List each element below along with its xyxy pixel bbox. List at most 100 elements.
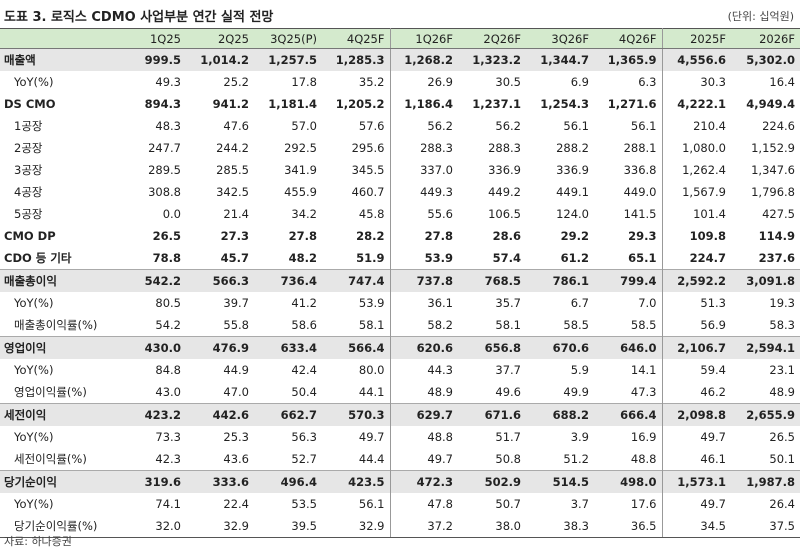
cell: 55.8 — [223, 318, 249, 332]
cell: 1,268.2 — [390, 48, 458, 71]
row-label: 5공장 — [14, 207, 43, 221]
cell: 336.9 — [488, 163, 521, 177]
cell: 292.5 — [284, 141, 317, 155]
cell: 671.6 — [458, 403, 526, 426]
cell: 47.3 — [594, 381, 663, 404]
table-row: CDO 등 기타 78.8 45.7 48.2 51.9 53.9 57.4 61.2 65.1… — [0, 247, 800, 270]
table-row: CMO DP 26.5 27.3 27.8 28.2 27.8 28.6 29.2 29.3 10… — [0, 225, 800, 247]
cell: 285.5 — [216, 163, 249, 177]
cell: 56.9 — [700, 318, 726, 332]
cell: 476.9 — [186, 336, 254, 359]
column-header: 4Q25F — [322, 28, 391, 49]
cell: 32.9 — [186, 515, 254, 538]
row-label: 영업이익 — [0, 336, 118, 359]
cell: 42.3 — [155, 452, 181, 466]
cell: 1,257.5 — [254, 48, 322, 71]
cell: 319.6 — [118, 470, 186, 493]
cell: 37.7 — [495, 363, 521, 377]
cell: 23.1 — [769, 363, 795, 377]
cell: 4,222.1 — [677, 97, 726, 111]
cell: 26.5 — [152, 229, 181, 243]
cell: 656.8 — [458, 336, 526, 359]
row-label: YoY(%) — [14, 497, 54, 511]
cell: 46.2 — [700, 385, 726, 399]
cell: 28.6 — [492, 229, 521, 243]
cell: 14.1 — [594, 359, 663, 381]
cell: 57.4 — [492, 251, 521, 265]
cell: 1,152.9 — [751, 141, 795, 155]
cell: 41.2 — [291, 296, 317, 310]
cell: 1,285.3 — [322, 48, 391, 71]
cell: 498.0 — [594, 470, 663, 493]
cell: 29.2 — [560, 229, 589, 243]
cell: 25.2 — [223, 75, 249, 89]
cell: 449.2 — [488, 185, 521, 199]
cell: 65.1 — [594, 247, 663, 270]
cell: 662.7 — [254, 403, 322, 426]
cell: 50.4 — [291, 385, 317, 399]
cell: 460.7 — [322, 181, 391, 203]
cell: 36.1 — [427, 296, 453, 310]
source: 자료: 하나증권 — [4, 535, 72, 548]
cell: 39.5 — [254, 515, 322, 538]
cell: 666.4 — [594, 403, 663, 426]
cell: 514.5 — [526, 470, 594, 493]
cell: 442.6 — [186, 403, 254, 426]
cell: 1,080.0 — [682, 141, 726, 155]
cell: 56.1 — [563, 119, 589, 133]
row-label: CDO 등 기타 — [4, 251, 72, 265]
cell: 737.8 — [390, 269, 458, 292]
cell: 49.7 — [700, 430, 726, 444]
cell: 50.7 — [495, 497, 521, 511]
column-header: 3Q26F — [526, 28, 594, 49]
cell: 38.3 — [526, 515, 594, 538]
cell: 58.5 — [594, 314, 663, 337]
cell: 1,365.9 — [594, 48, 663, 71]
cell: 566.4 — [322, 336, 391, 359]
cell: 51.9 — [322, 247, 391, 270]
cell: 47.8 — [427, 497, 453, 511]
cell: 47.0 — [223, 385, 249, 399]
cell: 51.2 — [563, 452, 589, 466]
table-row: 매출액 999.5 1,014.2 1,257.5 1,285.3 1,268.2 1,32… — [0, 48, 800, 71]
column-header: 2Q26F — [458, 28, 526, 49]
table-row: YoY(%) 84.8 44.9 42.4 80.0 44.3 37.7 5.9 14.1 59.… — [0, 359, 800, 381]
cell: 17.6 — [594, 493, 663, 515]
table-row: 세전이익 423.2 442.6 662.7 570.3 629.7 671.6 688.2 6… — [0, 403, 800, 426]
cell: 288.3 — [420, 141, 453, 155]
cell: 0.0 — [162, 207, 181, 221]
cell: 53.9 — [322, 292, 391, 314]
cell: 288.3 — [488, 141, 521, 155]
table-row: YoY(%) 49.3 25.2 17.8 35.2 26.9 30.5 6.9 6.3 30.3… — [0, 71, 800, 93]
column-header: 3Q25(P) — [254, 28, 322, 49]
cell: 30.5 — [495, 75, 521, 89]
cell: 101.4 — [693, 207, 726, 221]
cell: 2,592.2 — [662, 269, 731, 292]
cell: 52.7 — [291, 452, 317, 466]
cell: 17.8 — [291, 75, 317, 89]
cell: 1,344.7 — [526, 48, 594, 71]
cell: 27.8 — [288, 229, 317, 243]
cell: 342.5 — [216, 185, 249, 199]
cell: 51.7 — [495, 430, 521, 444]
cell: 1,014.2 — [186, 48, 254, 71]
cell: 80.0 — [322, 359, 391, 381]
cell: 56.3 — [291, 430, 317, 444]
cell: 210.4 — [693, 119, 726, 133]
cell: 141.5 — [594, 203, 663, 225]
cell: 58.1 — [495, 318, 521, 332]
cell: 124.0 — [556, 207, 589, 221]
cell: 44.1 — [322, 381, 391, 404]
cell: 3,091.8 — [731, 269, 800, 292]
cell: 19.3 — [769, 296, 795, 310]
cell: 633.4 — [254, 336, 322, 359]
table-row: 1공장 48.3 47.6 57.0 57.6 56.2 56.2 56.1 56.1 210.4… — [0, 115, 800, 137]
cell: 1,987.8 — [731, 470, 800, 493]
cell: 570.3 — [322, 403, 391, 426]
cell: 49.7 — [700, 497, 726, 511]
cell: 1,347.6 — [751, 163, 795, 177]
cell: 80.5 — [155, 296, 181, 310]
cell: 1,237.1 — [472, 97, 521, 111]
cell: 430.0 — [118, 336, 186, 359]
